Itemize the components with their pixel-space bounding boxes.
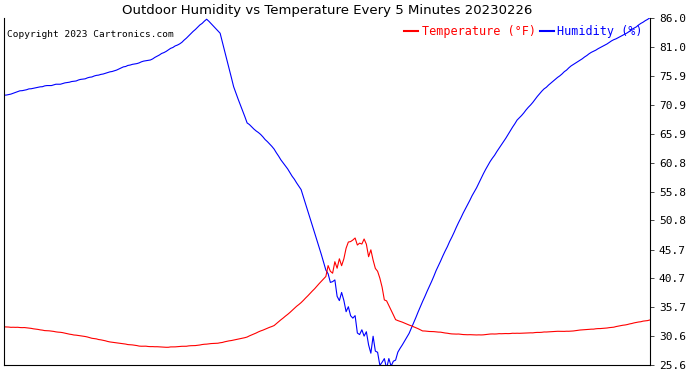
Text: Copyright 2023 Cartronics.com: Copyright 2023 Cartronics.com	[8, 30, 174, 39]
Legend: Temperature (°F), Humidity (%): Temperature (°F), Humidity (%)	[403, 24, 644, 40]
Title: Outdoor Humidity vs Temperature Every 5 Minutes 20230226: Outdoor Humidity vs Temperature Every 5 …	[122, 4, 532, 17]
